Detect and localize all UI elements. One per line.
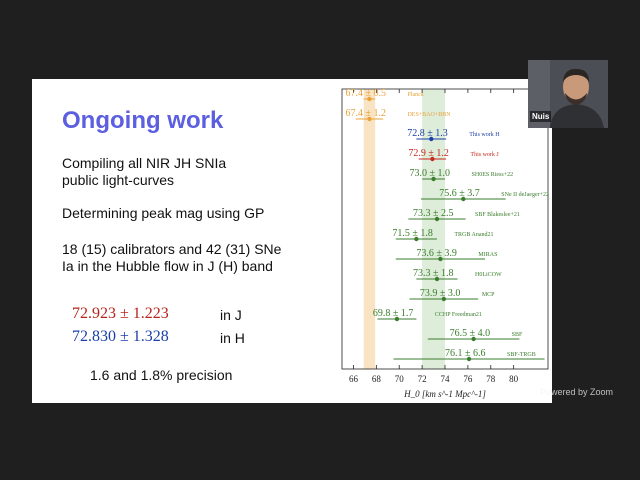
source-label-12: SBF (512, 332, 523, 338)
data-point-11 (394, 316, 400, 322)
source-label-1: DES+BAO+BBN (407, 112, 451, 118)
source-label-6: SBF Blakeslee+21 (475, 212, 520, 218)
value-label-4: 73.0 ± 1.0 (410, 168, 451, 179)
value-label-1: 67.4 ± 1.2 (345, 108, 386, 119)
source-label-7: TRGB Anand21 (454, 232, 493, 238)
result-j-value: 72.923 ± 1.223 (72, 305, 169, 322)
x-tick-label-1: 68 (372, 374, 382, 384)
value-label-2: 72.8 ± 1.3 (407, 128, 448, 139)
presentation-slide: Ongoing work Compiling all NIR JH SNIa p… (32, 79, 552, 403)
data-point-8 (438, 256, 443, 262)
source-label-5: SNe II deJaeger+22 (501, 192, 549, 198)
result-j-band: in J (220, 307, 242, 323)
result-h-band: in H (220, 330, 245, 346)
value-label-9: 73.3 ± 1.8 (413, 268, 454, 279)
value-label-13: 76.1 ± 6.6 (445, 348, 486, 359)
data-point-0 (367, 96, 372, 102)
source-label-10: MCP (482, 292, 495, 298)
value-label-3: 72.9 ± 1.2 (408, 148, 449, 159)
x-tick-label-6: 78 (486, 374, 496, 384)
value-label-12: 76.5 ± 4.0 (450, 328, 491, 339)
data-point-5 (461, 196, 466, 202)
value-label-8: 73.6 ± 3.9 (416, 248, 457, 259)
x-tick-label-7: 80 (509, 374, 519, 384)
source-label-8: MIRAS (478, 252, 497, 258)
data-point-7 (414, 236, 419, 242)
source-label-3: This work J (470, 152, 499, 158)
data-point-13 (466, 356, 472, 362)
zoom-watermark: Powered by Zoom (540, 387, 614, 397)
speaker-name-label: Nuis (530, 111, 552, 122)
source-label-11: CCHP Freedman21 (435, 312, 482, 318)
data-point-3 (430, 156, 435, 162)
reference-band-0 (363, 89, 376, 369)
precision-note: 1.6 and 1.8% precision (90, 367, 233, 383)
source-label-2: This work H (469, 132, 500, 138)
h0-forest-plot: 66 68 70 72 74 76 78 80 H_0 [km s^-1 Mpc^-1] 67.4… (341, 88, 549, 399)
bullet-peak-mag: Determining peak mag using GP (62, 205, 265, 221)
source-label-13: SBF-TRGB (507, 352, 536, 358)
data-point-2 (429, 136, 434, 142)
value-label-10: 73.9 ± 3.0 (420, 288, 461, 299)
data-point-10 (441, 296, 447, 302)
data-point-1 (367, 116, 372, 122)
x-tick-label-0: 66 (349, 374, 359, 384)
x-tick-label-3: 72 (418, 374, 427, 384)
value-label-6: 73.3 ± 2.5 (413, 208, 454, 219)
value-label-7: 71.5 ± 1.8 (392, 228, 433, 239)
slide-title: Ongoing work (62, 107, 224, 134)
value-label-11: 69.8 ± 1.7 (373, 308, 414, 319)
x-tick-label-4: 74 (441, 374, 451, 384)
data-point-4 (431, 176, 436, 182)
source-label-4: SH0ES Riess+22 (472, 172, 514, 178)
data-point-12 (471, 336, 476, 342)
x-axis-label: H_0 [km s^-1 Mpc^-1] (403, 389, 486, 399)
bullet-light-curves: Compiling all NIR JH SNIa public light-c… (62, 155, 227, 188)
source-label-0: Planck (407, 92, 423, 98)
x-tick-label-5: 76 (463, 374, 473, 384)
x-tick-label-2: 70 (395, 374, 405, 384)
value-label-0: 67.4 ± 0.5 (345, 88, 386, 99)
data-point-6 (434, 216, 440, 222)
result-h-value: 72.830 ± 1.328 (72, 328, 169, 345)
bullet-calibrators: 18 (15) calibrators and 42 (31) SNe Ia i… (62, 241, 282, 274)
data-point-9 (434, 276, 440, 282)
source-label-9: H0LiCOW (475, 272, 502, 278)
value-label-5: 75.6 ± 3.7 (439, 188, 480, 199)
